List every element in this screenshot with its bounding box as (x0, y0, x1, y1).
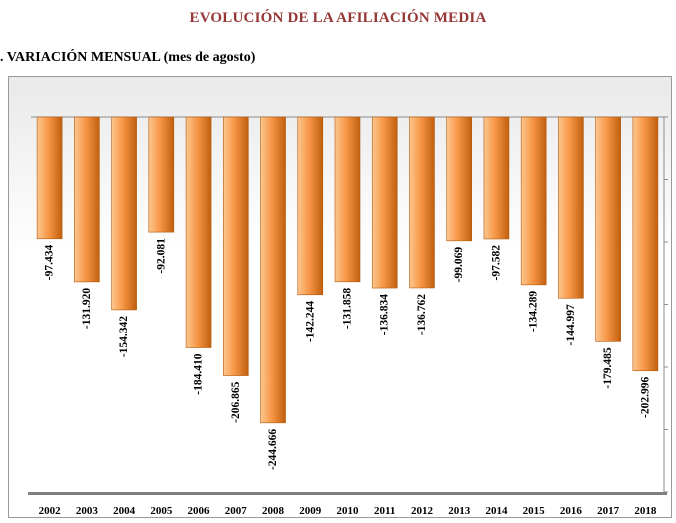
data-label-2005: -92.081 (155, 238, 167, 274)
section-title: . VARIACIÓN MENSUAL (mes de agosto) (0, 50, 256, 65)
tick-label-2014: 2014 (485, 505, 508, 517)
tick-label-2010: 2010 (337, 505, 360, 517)
data-label-2006: -184.410 (193, 353, 205, 394)
data-label-2007: -206.865 (230, 381, 242, 422)
tick-label-2017: 2017 (597, 505, 620, 517)
bar-2014 (483, 116, 510, 240)
data-label-2012: -136.762 (416, 294, 428, 335)
tick-label-2016: 2016 (560, 505, 583, 517)
data-label-2009: -142.244 (304, 301, 316, 342)
data-label-2004: -154.342 (118, 316, 130, 357)
bar-2012 (409, 116, 435, 289)
bar-2009 (297, 116, 324, 296)
bar-2017 (595, 116, 621, 342)
page-title: EVOLUCIÓN DE LA AFILIACIÓN MEDIA (189, 10, 487, 26)
tick-label-2008: 2008 (262, 505, 285, 517)
tick-label-2005: 2005 (150, 505, 173, 517)
data-label-2016: -144.997 (565, 304, 577, 345)
tick-label-2018: 2018 (634, 505, 657, 517)
tick-label-2002: 2002 (39, 505, 62, 517)
data-label-2008: -244.666 (267, 429, 279, 470)
bar-2011 (371, 116, 398, 289)
data-label-2003: -131.920 (81, 288, 93, 329)
tick-label-2013: 2013 (448, 505, 471, 517)
bar-2005 (148, 116, 175, 233)
data-label-2002: -97.434 (44, 245, 56, 281)
tick-label-2007: 2007 (225, 505, 248, 517)
tick-label-2011: 2011 (374, 505, 395, 517)
tick-label-2004: 2004 (113, 505, 136, 517)
bar-2007 (222, 116, 249, 376)
data-label-2014: -97.582 (490, 245, 502, 281)
tick-label-2012: 2012 (411, 505, 434, 517)
bar-2002 (36, 116, 63, 240)
bar-2006 (185, 116, 212, 348)
bar-2008 (260, 116, 286, 424)
data-label-2011: -136.834 (379, 294, 391, 335)
category-axis (28, 492, 667, 495)
bar-2015 (520, 116, 547, 286)
data-label-2013: -99.069 (453, 247, 465, 283)
bar-2013 (446, 116, 473, 242)
bar-2018 (632, 116, 659, 372)
bar-2003 (74, 116, 100, 283)
bar-2004 (111, 116, 137, 311)
tick-label-2009: 2009 (299, 505, 322, 517)
data-label-2018: -202.996 (639, 377, 651, 418)
tick-label-2003: 2003 (76, 505, 99, 517)
tick-label-2015: 2015 (523, 505, 546, 517)
data-label-2015: -134.289 (528, 291, 540, 332)
bar-2016 (558, 116, 584, 299)
data-label-2017: -179.485 (602, 347, 614, 388)
data-label-2010: -131.858 (342, 288, 354, 329)
tick-label-2006: 2006 (188, 505, 211, 517)
bar-2010 (334, 116, 361, 283)
